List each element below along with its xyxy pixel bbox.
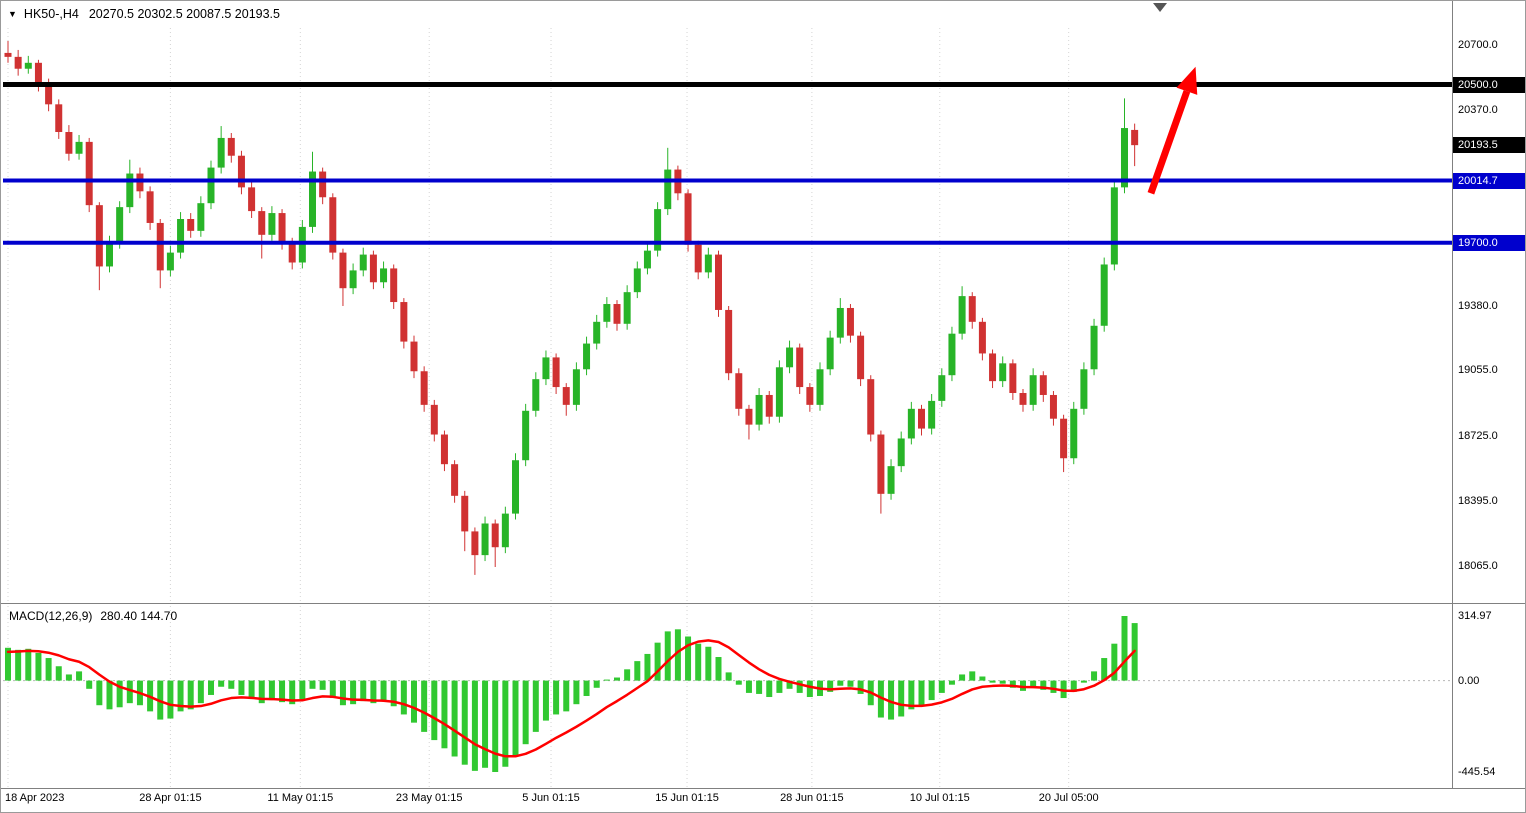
price-axis-label: 20700.0: [1458, 39, 1498, 51]
trend-arrow[interactable]: [1147, 66, 1198, 195]
macd-name: MACD(12,26,9): [9, 609, 93, 623]
macd-values: 280.40 144.70: [100, 609, 178, 623]
date-axis-label: 28 Apr 01:15: [139, 792, 202, 804]
price-axis-label: 20370.0: [1458, 104, 1498, 117]
price-axis-label: 19380.0: [1458, 299, 1498, 312]
macd-histogram: [5, 615, 1138, 772]
time-axis[interactable]: [0, 789, 1452, 813]
ohlc-values: 20270.5 20302.5 20087.5 20193.5: [88, 7, 280, 21]
date-axis-label: 5 Jun 01:15: [522, 792, 580, 804]
macd-axis-label: 314.97: [1458, 609, 1492, 622]
price-badge: 20193.5: [1453, 137, 1525, 154]
candlesticks: [4, 41, 1139, 575]
date-axis-label: 28 Jun 01:15: [780, 792, 844, 804]
price-badge: 20500.0: [1453, 76, 1525, 93]
macd-axis-label: -445.54: [1458, 765, 1496, 778]
macd-indicator-label: MACD(12,26,9) 280.40 144.70: [9, 609, 177, 623]
date-axis-label: 11 May 01:15: [267, 792, 334, 804]
date-axis-label: 10 Jul 01:15: [909, 792, 970, 804]
price-axis-label: 19055.0: [1458, 364, 1498, 377]
date-axis-label: 20 Jul 05:00: [1038, 792, 1099, 804]
collapse-triangle-icon[interactable]: ▼: [8, 9, 17, 19]
chart-title: ▼ HK50-,H4 20270.5 20302.5 20087.5 20193.5: [8, 7, 280, 21]
price-axis-label: 18725.0: [1458, 429, 1498, 442]
shift-marker-icon: [1153, 3, 1168, 12]
date-axis-label: 18 Apr 2023: [5, 792, 65, 804]
symbol-period-label: HK50-,H4: [23, 7, 79, 21]
price-axis-label: 18395.0: [1458, 494, 1498, 507]
panel-splitter[interactable]: [0, 602, 1452, 605]
price-axis-label: 18065.0: [1458, 560, 1498, 572]
date-axis-label: 23 May 01:15: [395, 792, 463, 804]
macd-signal-line[interactable]: [6, 639, 1136, 758]
price-badge: 19700.0: [1453, 234, 1525, 251]
price-badge: 20014.7: [1453, 172, 1525, 189]
date-axis-label: 15 Jun 01:15: [655, 792, 719, 804]
macd-axis-label: 0.00: [1458, 674, 1480, 687]
